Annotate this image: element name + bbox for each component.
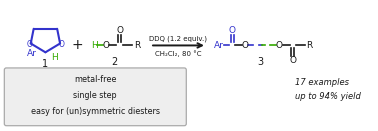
Text: R: R	[307, 41, 313, 50]
Text: 1: 1	[42, 59, 48, 69]
Text: H: H	[51, 53, 57, 62]
Text: Ar: Ar	[27, 49, 37, 58]
Text: 2: 2	[111, 57, 117, 67]
Text: O: O	[229, 26, 236, 35]
Text: O: O	[27, 40, 33, 49]
Text: +: +	[72, 38, 84, 52]
Text: DDQ (1.2 equiv.): DDQ (1.2 equiv.)	[149, 35, 208, 42]
Text: R: R	[134, 41, 141, 50]
Text: O: O	[242, 41, 248, 50]
Text: O: O	[276, 41, 283, 50]
Text: single step: single step	[73, 91, 117, 100]
Text: easy for (un)symmetric diesters: easy for (un)symmetric diesters	[31, 107, 160, 116]
Text: 17 examples
up to 94% yield: 17 examples up to 94% yield	[295, 78, 361, 101]
Text: O: O	[58, 40, 64, 49]
Text: O: O	[290, 56, 296, 65]
Text: 3: 3	[257, 57, 264, 67]
FancyBboxPatch shape	[4, 68, 186, 126]
Text: metal-free: metal-free	[74, 75, 116, 84]
Text: H: H	[91, 41, 98, 50]
Text: O: O	[102, 41, 110, 50]
Text: Ar: Ar	[214, 41, 223, 50]
Text: O: O	[116, 26, 123, 35]
Text: CH₂Cl₂, 80 °C: CH₂Cl₂, 80 °C	[155, 50, 202, 57]
